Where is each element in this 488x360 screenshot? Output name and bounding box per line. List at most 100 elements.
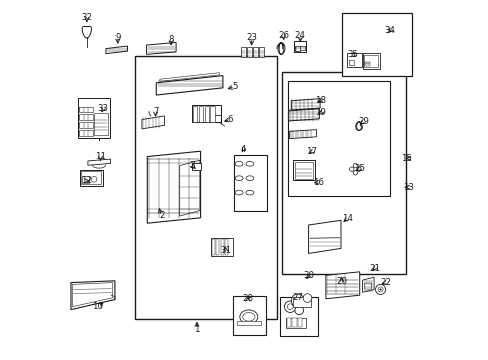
Text: 29: 29 [357, 117, 368, 126]
Polygon shape [288, 109, 319, 121]
Bar [79, 114, 93, 120]
Text: 5: 5 [231, 82, 237, 91]
Text: 2: 2 [159, 211, 164, 220]
Polygon shape [71, 281, 115, 310]
Polygon shape [308, 220, 340, 253]
Bar [193, 106, 197, 122]
FancyBboxPatch shape [364, 283, 371, 289]
Bar [294, 162, 312, 179]
Bar [253, 47, 257, 57]
Bar [365, 62, 369, 66]
Bar [134, 56, 276, 319]
Circle shape [377, 287, 382, 292]
Bar [294, 41, 305, 52]
Bar [233, 155, 266, 211]
Bar [287, 81, 389, 196]
Bar [292, 318, 296, 327]
Bar [81, 176, 89, 183]
Circle shape [349, 167, 353, 171]
Polygon shape [362, 277, 373, 292]
Circle shape [379, 289, 381, 290]
Bar [232, 296, 265, 335]
Circle shape [294, 297, 301, 304]
Polygon shape [147, 151, 200, 223]
Text: 32: 32 [81, 13, 92, 22]
Ellipse shape [245, 190, 253, 195]
Bar [348, 60, 353, 65]
Polygon shape [106, 46, 127, 54]
Text: 22: 22 [379, 278, 390, 287]
Text: 19: 19 [315, 108, 325, 117]
Text: 6: 6 [227, 115, 232, 124]
Polygon shape [179, 160, 200, 216]
Bar [298, 318, 302, 327]
Bar [79, 130, 93, 136]
Polygon shape [72, 283, 113, 307]
Circle shape [287, 304, 292, 310]
Text: 25: 25 [353, 164, 365, 173]
Text: 24: 24 [294, 31, 305, 40]
Bar [79, 107, 93, 112]
Text: 31: 31 [220, 246, 231, 256]
Bar [199, 106, 203, 122]
Text: 3: 3 [189, 161, 195, 170]
Polygon shape [160, 73, 219, 81]
Bar [211, 238, 232, 256]
Bar [241, 47, 245, 57]
Bar [259, 47, 264, 57]
Ellipse shape [242, 312, 254, 321]
Text: 27: 27 [292, 292, 303, 302]
Polygon shape [289, 130, 316, 139]
Circle shape [284, 301, 295, 312]
Bar [282, 72, 406, 274]
Bar [236, 321, 261, 325]
Text: 10: 10 [92, 302, 103, 311]
Circle shape [303, 294, 311, 302]
Text: 33: 33 [98, 104, 109, 113]
Circle shape [356, 167, 361, 171]
Text: 34: 34 [384, 26, 395, 35]
Ellipse shape [239, 310, 257, 324]
Polygon shape [156, 76, 223, 95]
Ellipse shape [245, 161, 253, 166]
Bar [212, 239, 215, 255]
Bar [293, 160, 314, 180]
Text: 17: 17 [305, 148, 316, 156]
Bar [94, 113, 107, 135]
Bar [341, 13, 411, 76]
Bar [192, 105, 221, 122]
Text: 20: 20 [336, 277, 346, 286]
Polygon shape [88, 159, 110, 165]
Ellipse shape [235, 176, 243, 180]
Ellipse shape [235, 190, 243, 195]
Text: 26: 26 [277, 31, 288, 40]
Text: 21: 21 [368, 264, 380, 273]
Bar [220, 239, 223, 255]
Bar [210, 106, 214, 122]
Polygon shape [325, 272, 359, 299]
Polygon shape [82, 27, 91, 38]
Ellipse shape [245, 176, 253, 180]
Bar [285, 318, 305, 328]
Text: 23: 23 [245, 33, 257, 42]
Bar [286, 318, 290, 327]
Text: 16: 16 [312, 177, 324, 186]
Bar [279, 297, 317, 336]
Ellipse shape [235, 161, 243, 166]
Bar [346, 53, 361, 67]
Text: 13: 13 [402, 183, 413, 192]
Bar [79, 122, 93, 128]
Text: 15: 15 [400, 154, 411, 163]
Bar [363, 55, 377, 67]
Text: 7: 7 [153, 107, 158, 116]
Text: 4: 4 [240, 145, 245, 154]
Bar [299, 46, 305, 50]
Bar [78, 98, 110, 138]
Bar [246, 47, 251, 57]
Text: 30: 30 [303, 271, 314, 280]
Circle shape [91, 176, 97, 182]
Circle shape [375, 284, 385, 294]
Polygon shape [142, 116, 164, 129]
Text: 11: 11 [95, 152, 106, 161]
Text: 35: 35 [346, 50, 357, 59]
